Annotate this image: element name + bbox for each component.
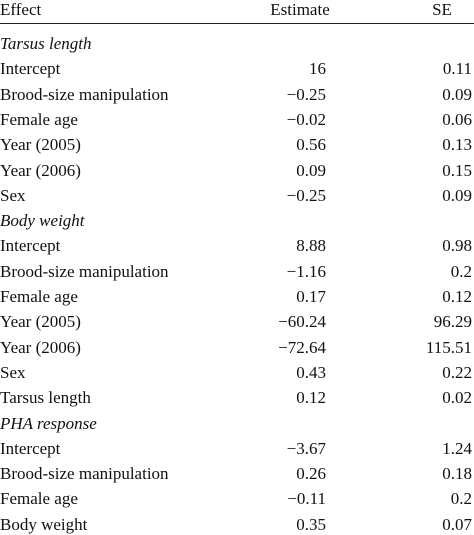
estimate: −0.25 [286, 185, 326, 205]
se: 0.09 [442, 185, 472, 205]
effect-label: Intercept [0, 59, 61, 79]
se: 96.29 [433, 312, 472, 332]
effect-label: Brood-size manipulation [0, 261, 169, 281]
header-se: SE [432, 0, 452, 19]
effect-label: Year (2006) [0, 337, 81, 357]
effect-label: Year (2005) [0, 312, 81, 332]
estimate: 0.43 [296, 362, 326, 382]
estimate: −0.25 [286, 84, 326, 104]
estimate: 0.35 [296, 514, 326, 534]
effect-label: Brood-size manipulation [0, 84, 169, 104]
estimate: −0.11 [287, 489, 326, 509]
effect-label: Body weight [0, 514, 88, 534]
effect-label: Female age [0, 109, 78, 129]
effect-label: Brood-size manipulation [0, 464, 169, 484]
estimate: 8.88 [296, 236, 326, 256]
header-rule [0, 23, 474, 24]
se: 1.24 [442, 438, 472, 458]
estimate: 0.12 [296, 388, 326, 408]
effect-label: Sex [0, 362, 26, 382]
estimate: 0.17 [296, 287, 326, 306]
se: 0.2 [450, 489, 472, 509]
se: 0.09 [442, 84, 472, 104]
estimate: −72.64 [278, 337, 326, 357]
effect-label: Year (2005) [0, 135, 81, 155]
effect-label: Year (2006) [0, 160, 81, 180]
se: 0.07 [442, 514, 472, 534]
se: 0.22 [442, 362, 472, 382]
effect-label: Female age [0, 287, 78, 306]
se: 115.51 [425, 337, 472, 357]
se: 0.18 [442, 464, 472, 484]
effect-label: Female age [0, 489, 78, 509]
estimate: 16 [309, 59, 326, 79]
estimate: −1.16 [286, 261, 326, 281]
estimate: −3.67 [286, 438, 326, 458]
section-title: Tarsus length [0, 34, 92, 53]
se: 0.2 [450, 261, 472, 281]
section-title: PHA response [0, 413, 97, 433]
effect-label: Sex [0, 185, 26, 205]
estimate: −60.24 [278, 312, 326, 332]
effect-label: Intercept [0, 438, 61, 458]
effect-label: Tarsus length [0, 388, 91, 408]
se: 0.06 [442, 109, 472, 129]
se: 0.02 [442, 388, 472, 408]
section-title: Body weight [0, 211, 85, 231]
estimate: 0.26 [296, 464, 326, 484]
estimate: 0.56 [296, 135, 326, 155]
se: 0.15 [442, 160, 472, 180]
header-effect: Effect [0, 0, 42, 19]
effect-label: Intercept [0, 236, 61, 256]
estimate: −0.02 [286, 109, 326, 129]
header-estimate: Estimate [270, 0, 330, 19]
estimate: 0.09 [296, 160, 326, 180]
se: 0.13 [442, 135, 472, 155]
se: 0.98 [442, 236, 472, 256]
se: 0.12 [442, 287, 472, 306]
se: 0.11 [442, 59, 472, 79]
